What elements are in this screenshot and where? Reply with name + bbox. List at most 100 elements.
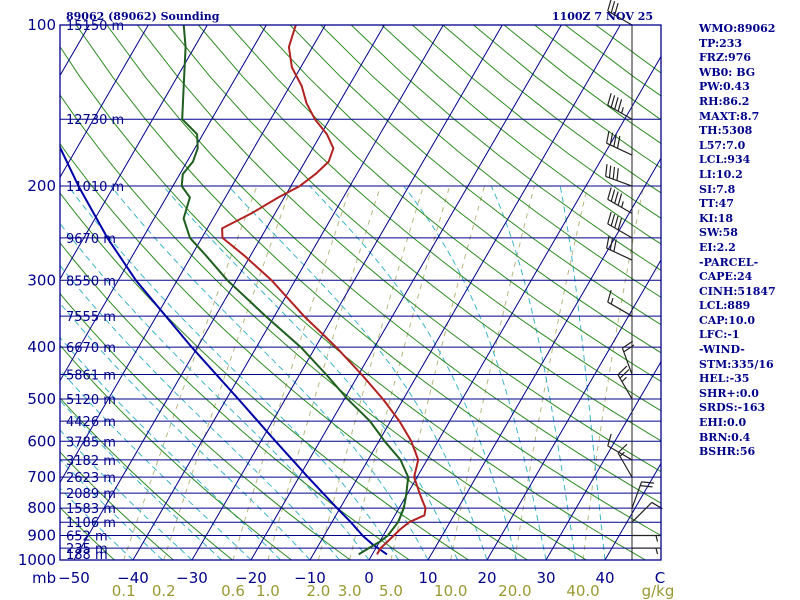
wind-barb-shaft: [607, 445, 633, 461]
isotherm-line: [73, 25, 385, 560]
isotherm-line: [545, 360, 661, 560]
pressure-tick-label: 700: [27, 468, 56, 486]
wind-barb-feather: [617, 217, 623, 231]
pressure-tick-label: 600: [27, 432, 56, 450]
isotherm-line: [132, 25, 444, 560]
index-item: WB0: BG: [699, 65, 756, 79]
wind-barb: [607, 290, 633, 317]
wind-barb-feather: [609, 132, 614, 145]
isotherm-line: [60, 25, 326, 484]
altitude-label: 11010 m: [66, 180, 124, 195]
wind-barb: [607, 0, 633, 26]
isotherm-line: [60, 25, 267, 382]
temperature-tick-label: 20: [477, 569, 496, 587]
wind-barb-feather: [610, 0, 616, 14]
wind-barb-feather: [619, 369, 630, 379]
index-item: PW:0.43: [699, 80, 750, 94]
altitude-label: 188 m: [66, 548, 108, 563]
mixing-ratio-line: [582, 186, 644, 560]
pressure-tick-label: 300: [27, 271, 56, 289]
wind-barb-half-feather: [621, 201, 624, 208]
parcel-curve: [60, 145, 388, 556]
mixing-ratio-tick-label: 20.0: [498, 582, 531, 600]
wind-barb-half-feather: [621, 107, 624, 114]
mixing-ratio-tick-label: 2.0: [306, 582, 330, 600]
wind-barb-feather: [616, 136, 621, 149]
index-item: LFC:-1: [699, 328, 740, 342]
altitude-label: 9670 m: [66, 232, 116, 247]
index-item: EHI:0.0: [699, 416, 747, 430]
mixing-ratio-tick-label: 10.0: [434, 582, 467, 600]
wind-barb-feather: [612, 166, 616, 180]
index-item: LCL:934: [699, 153, 751, 167]
wind-barb-feather: [616, 168, 619, 181]
wind-barb-shaft: [606, 142, 633, 156]
altitude-label: 5120 m: [66, 393, 116, 408]
index-item: CINH:51847: [699, 284, 776, 298]
wind-barb-shaft: [607, 301, 633, 317]
wind-barb-feather: [614, 97, 619, 110]
wind-barb-feather: [607, 0, 612, 12]
index-item: CAPE:24: [699, 270, 753, 284]
altitude-label: 7555 m: [66, 310, 116, 325]
index-item: LI:10.2: [699, 167, 743, 181]
wind-barb-shaft: [605, 175, 633, 187]
index-item: STM:335/16: [699, 357, 774, 371]
wind-barb: [607, 433, 633, 461]
plot-background: [60, 25, 661, 560]
wind-barb-feather: [617, 193, 623, 206]
mixing-ratio-tick-label: 1.0: [256, 582, 280, 600]
isotherm-line: [191, 25, 503, 560]
wind-barb-half-feather: [655, 547, 659, 555]
index-item: WMO:89062: [699, 22, 776, 35]
wind-barb-feather: [605, 164, 608, 177]
wind-barb-half-feather: [621, 376, 627, 383]
wind-barb-shaft: [606, 247, 633, 261]
wind-barb-feather: [613, 134, 617, 147]
index-item: TP:233: [699, 36, 743, 50]
temperature-tick-label: −40: [117, 569, 149, 587]
index-item: SW:58: [699, 226, 738, 240]
pressure-tick-label: 200: [27, 177, 56, 195]
index-item: TH:5308: [699, 124, 753, 138]
altitude-label: 3785 m: [66, 435, 116, 450]
altitude-label: 1583 m: [66, 502, 116, 517]
temperature-tick-label: 40: [595, 569, 614, 587]
wind-barb-shaft: [617, 374, 633, 400]
isotherm-line: [60, 25, 208, 280]
index-item: MAXT:8.7: [699, 109, 760, 123]
wind-barb-feather: [617, 443, 628, 454]
wind-barb-feather: [607, 93, 612, 106]
altitude-label: 12730 m: [66, 113, 124, 128]
wind-barb-feather: [641, 481, 654, 484]
isotherm-line: [60, 25, 149, 179]
wind-barb-shaft: [631, 502, 653, 523]
altitude-label: 15150 m: [66, 19, 124, 34]
wind-barb-feather: [607, 290, 612, 303]
wind-barb-shaft: [607, 10, 633, 26]
index-item: L57:7.0: [699, 138, 746, 152]
pressure-tick-label: 100: [27, 16, 56, 34]
wind-barb-feather: [614, 215, 619, 229]
mixing-ratio-tick-label: 0.2: [152, 582, 176, 600]
wind-barb: [606, 130, 633, 156]
isotherm-line: [0, 25, 30, 560]
index-item: SRDS:-163: [699, 401, 766, 415]
isotherm-line: [486, 259, 661, 560]
pressure-tick-label: 800: [27, 499, 56, 517]
pressure-tick-label: 400: [27, 338, 56, 356]
wind-barb-feather: [617, 365, 628, 376]
wind-barb-half-feather: [619, 451, 625, 457]
pressure-tick-label: 500: [27, 390, 56, 408]
altitude-label: 8550 m: [66, 274, 116, 289]
wind-barb: [607, 211, 633, 239]
wind-barb-feather: [617, 99, 623, 112]
wind-barb-feather: [614, 191, 619, 204]
index-item: LCL:889: [699, 299, 751, 313]
wind-barb-shaft: [617, 452, 633, 478]
index-item: HEL:-35: [699, 372, 750, 386]
wind-barb-feather: [609, 237, 614, 251]
wind-barb-shaft: [607, 198, 633, 214]
index-item: BSHR:56: [699, 445, 756, 459]
